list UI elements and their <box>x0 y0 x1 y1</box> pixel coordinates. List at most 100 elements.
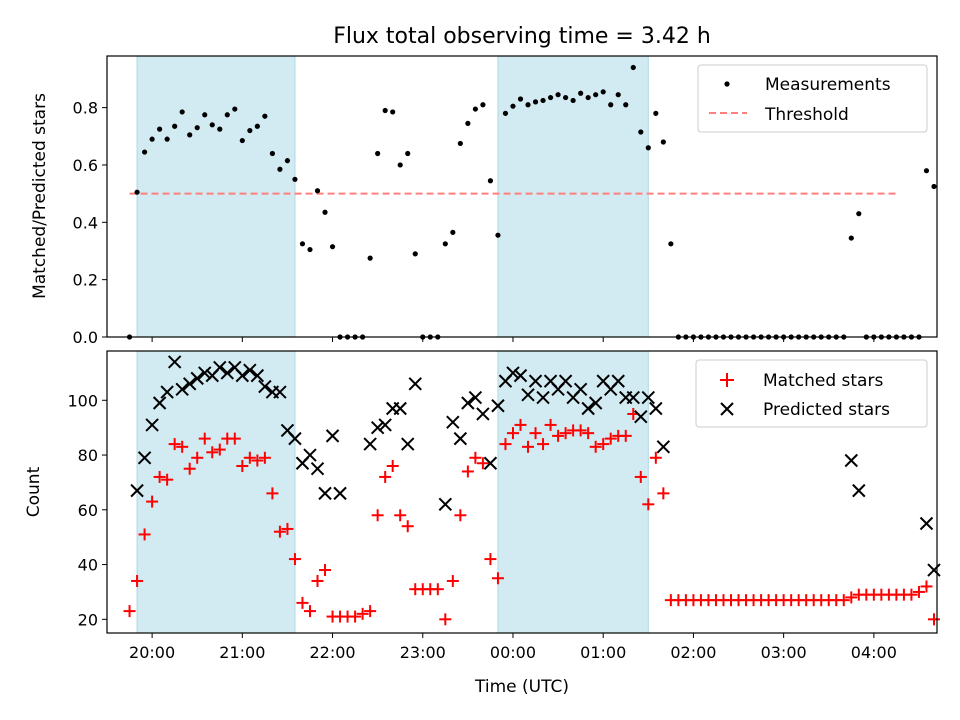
predicted-star-point <box>370 420 385 435</box>
measurement-point <box>202 112 208 118</box>
predicted-star-point <box>573 382 588 397</box>
x-tick-label: 21:00 <box>219 643 265 662</box>
measurement-point <box>134 189 140 195</box>
matched-star-point <box>161 473 174 486</box>
measurement-point <box>405 150 411 157</box>
predicted-star-point <box>461 396 475 410</box>
matched-star-point <box>604 432 617 445</box>
measurement-point <box>307 246 313 253</box>
x-tick-label: 00:00 <box>490 643 536 662</box>
matched-star-point <box>529 427 542 440</box>
predicted-star-point <box>408 377 422 391</box>
predicted-star-point <box>844 453 859 468</box>
matched-star-point <box>657 487 670 500</box>
predicted-star-point <box>852 483 866 498</box>
measurement-point <box>457 140 463 147</box>
matched-star-point <box>499 438 512 451</box>
predicted-star-point <box>446 415 460 429</box>
legend-measurement-marker <box>724 81 730 87</box>
predicted-star-point <box>175 382 189 397</box>
predicted-star-point <box>483 456 498 470</box>
measurement-point <box>217 126 223 132</box>
matched-star-point <box>236 459 249 472</box>
count-windows <box>136 350 649 634</box>
count-y-tick-label: 40 <box>78 556 98 575</box>
measurement-point <box>141 149 148 155</box>
measurement-point <box>615 92 621 98</box>
measurement-point <box>450 229 456 235</box>
measurement-point <box>653 110 659 116</box>
matched-star-point <box>476 457 489 470</box>
measurement-point <box>600 89 606 95</box>
measurement-point <box>668 241 674 247</box>
predicted-star-point <box>919 516 934 531</box>
predicted-star-point <box>198 366 212 380</box>
matched-star-point <box>912 585 925 598</box>
measurement-point <box>390 109 396 115</box>
count-y-tick-label: 60 <box>78 501 98 520</box>
measurement-point <box>578 90 584 96</box>
measurement-point <box>164 136 170 142</box>
matched-star-point <box>837 594 850 607</box>
predicted-star-point <box>393 401 407 416</box>
predicted-star-point <box>325 429 340 443</box>
ratio-y-tick-label: 0.0 <box>73 328 98 347</box>
predicted-star-point <box>310 462 325 476</box>
predicted-star-point <box>476 407 490 421</box>
predicted-star-point <box>167 355 182 369</box>
matched-star-point <box>927 613 940 626</box>
measurement-point <box>397 162 403 168</box>
measurement-point <box>660 139 666 145</box>
matched-star-point <box>446 574 459 587</box>
measurement-point <box>517 96 524 102</box>
matched-star-point <box>544 418 557 431</box>
predicted-star-point <box>611 374 625 388</box>
legend-plus-marker <box>720 373 734 387</box>
predicted-star-point <box>190 371 204 386</box>
x-tick-label: 01:00 <box>580 643 626 662</box>
measurement-point <box>187 132 193 138</box>
matched-star-point <box>386 459 399 472</box>
count-frame <box>106 350 938 634</box>
predicted-star-point <box>378 418 392 432</box>
measurement-point <box>157 126 163 132</box>
measurement-point <box>277 166 283 172</box>
measurement-point <box>254 123 260 129</box>
legend-threshold-label: Threshold <box>764 105 849 125</box>
predicted-star-point <box>220 366 234 380</box>
predicted-star-point <box>528 374 543 388</box>
predicted-star-point <box>145 418 159 432</box>
legend-predicted-label: Predicted stars <box>763 400 890 420</box>
matched-star-point <box>559 427 572 440</box>
matched-star-point <box>537 438 550 451</box>
predicted-star-point <box>558 374 573 388</box>
predicted-star-point <box>243 363 257 377</box>
measurement-point <box>367 255 373 261</box>
matched-star-point <box>439 613 452 626</box>
measurement-point <box>442 241 448 247</box>
matched-star-point <box>589 440 602 453</box>
matched-star-point <box>228 432 241 445</box>
measurement-point <box>172 123 178 129</box>
x-tick-label: 23:00 <box>400 643 446 662</box>
predicted-star-point <box>521 388 535 402</box>
matched-star-point <box>484 553 497 566</box>
predicted-star-point <box>588 396 603 410</box>
matched-star-point <box>597 438 610 451</box>
measurement-point <box>480 102 486 108</box>
matched-star-point <box>349 610 362 623</box>
matched-star-point <box>191 451 204 464</box>
matched-star-point <box>649 451 662 464</box>
predicted-star-point <box>634 410 648 424</box>
measurement-point <box>487 178 494 184</box>
matched-star-point <box>634 470 647 483</box>
matched-star-point <box>319 564 332 577</box>
predicted-star-point <box>250 368 265 383</box>
predicted-star-point <box>137 451 152 465</box>
measurement-point <box>262 113 268 119</box>
matched-star-point <box>146 495 159 508</box>
matched-star-point <box>153 470 166 483</box>
count-observing-window <box>497 350 649 634</box>
predicted-star-point <box>152 396 167 410</box>
